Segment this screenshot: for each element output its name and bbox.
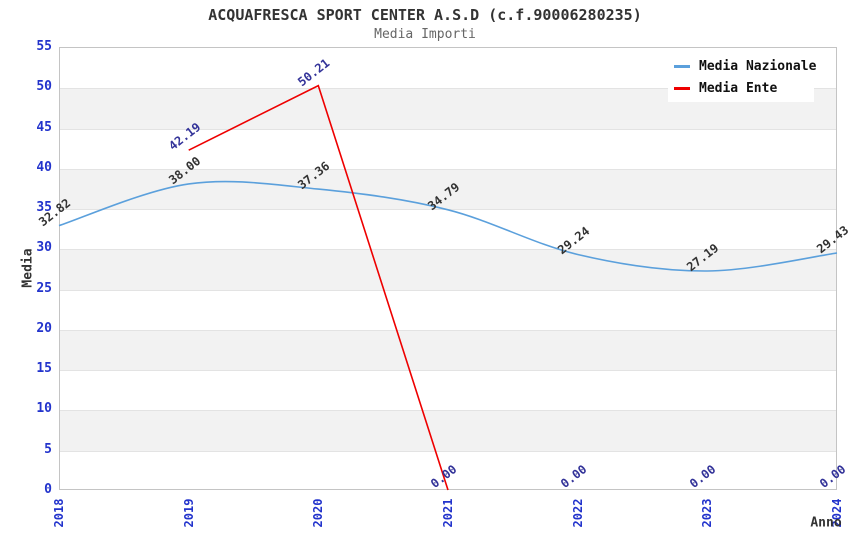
gridline <box>60 410 836 412</box>
y-tick-label: 5 <box>44 441 52 457</box>
y-tick-label: 35 <box>36 200 52 216</box>
x-axis-title: Anno <box>810 515 842 531</box>
legend-item-media-nazionale: Media Nazionale <box>674 58 816 74</box>
gridline <box>60 329 836 331</box>
legend-swatch-media-ente-icon <box>674 86 690 90</box>
y-tick-label: 55 <box>36 39 52 54</box>
y-tick-label: 15 <box>36 361 52 377</box>
x-tick-label: 2022 <box>570 498 585 528</box>
gridline <box>60 209 836 211</box>
chart-subtitle: Media Importi <box>374 27 476 42</box>
gridline <box>60 450 836 452</box>
legend: Media Nazionale Media Ente <box>668 52 816 102</box>
y-tick-label: 20 <box>36 320 52 336</box>
y-tick-label: 0 <box>44 482 52 497</box>
y-tick-label: 25 <box>36 280 52 296</box>
x-tick-label: 2020 <box>311 498 326 528</box>
background-stripe <box>60 329 836 371</box>
gridline <box>60 128 836 130</box>
y-tick-label: 50 <box>36 79 52 95</box>
x-tick-label: 2021 <box>441 498 455 528</box>
legend-label-media-nazionale: Media Nazionale <box>699 58 817 74</box>
legend-swatch-media-nazionale-icon <box>674 64 690 68</box>
background-stripe <box>60 249 836 290</box>
y-axis-title: Media <box>20 248 36 288</box>
background-stripe <box>60 410 836 451</box>
y-tick-label: 45 <box>36 119 52 135</box>
x-tick-label: 2023 <box>700 498 715 528</box>
legend-label-media-ente: Media Ente <box>699 80 778 96</box>
plot-area <box>59 47 837 490</box>
legend-item-media-ente: Media Ente <box>674 80 810 96</box>
gridline <box>60 289 836 291</box>
y-tick-label: 30 <box>36 240 52 256</box>
y-tick-label: 40 <box>36 159 52 175</box>
y-tick-label: 10 <box>36 401 52 417</box>
gridline <box>60 370 836 372</box>
chart-title: ACQUAFRESCA SPORT CENTER A.S.D (c.f.9000… <box>208 6 642 24</box>
x-tick-label: 2018 <box>52 498 66 528</box>
x-tick-label: 2019 <box>181 498 196 528</box>
